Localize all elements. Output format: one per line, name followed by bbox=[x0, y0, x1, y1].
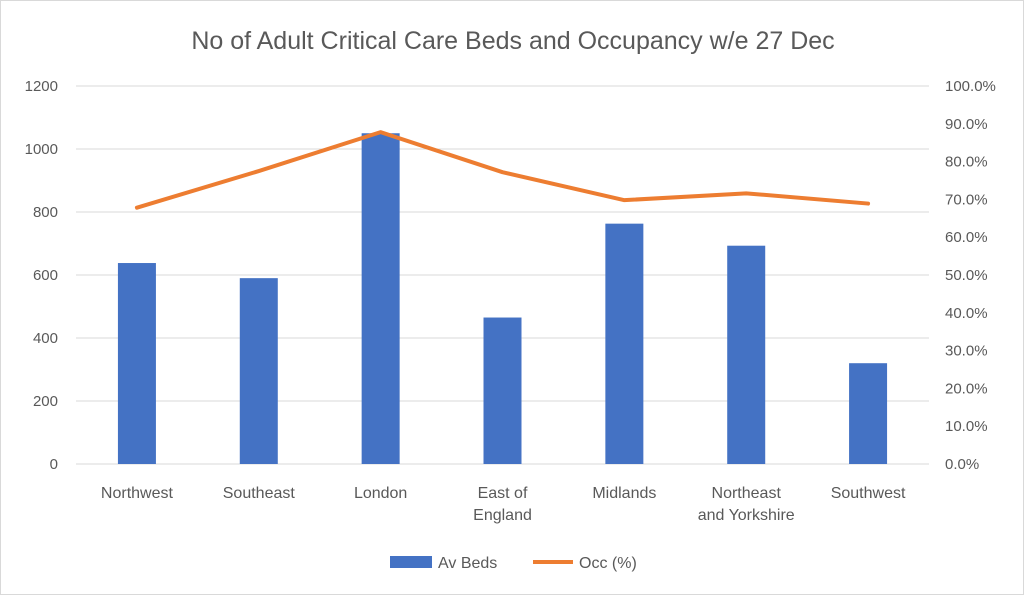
left-axis-labels: 0 200 400 600 800 1000 1200 bbox=[25, 78, 58, 473]
bar bbox=[361, 133, 400, 464]
legend-label-line: Occ (%) bbox=[579, 555, 637, 572]
category-label: London bbox=[354, 485, 407, 502]
bar bbox=[117, 263, 156, 464]
category-axis-labels: Northwest Southeast London East of England Mi… bbox=[101, 485, 906, 524]
category-label: Southwest bbox=[831, 485, 906, 502]
occupancy-line bbox=[134, 130, 871, 210]
right-axis-tick-label: 50.0% bbox=[945, 267, 988, 284]
right-axis-tick-label: 40.0% bbox=[945, 305, 988, 322]
right-axis-tick-label: 30.0% bbox=[945, 343, 988, 360]
right-axis-tick-label: 60.0% bbox=[945, 229, 988, 246]
bar bbox=[483, 317, 522, 464]
bar-series bbox=[117, 133, 888, 464]
category-label: East of England bbox=[473, 485, 532, 524]
right-axis-tick-label: 70.0% bbox=[945, 191, 988, 208]
right-axis-labels: 0.0% 10.0% 20.0% 30.0% 40.0% 50.0% 60.0% 70.0% 8… bbox=[945, 78, 996, 473]
category-label: Southeast bbox=[223, 485, 296, 502]
right-axis-tick-label: 20.0% bbox=[945, 380, 988, 397]
right-axis-tick-label: 10.0% bbox=[945, 418, 988, 435]
bar bbox=[849, 363, 888, 464]
bar bbox=[239, 278, 278, 464]
right-axis-tick-label: 90.0% bbox=[945, 116, 988, 133]
legend-swatch-bars bbox=[390, 556, 432, 568]
right-axis-tick-label: 80.0% bbox=[945, 154, 988, 171]
line-series bbox=[134, 130, 871, 210]
legend: Av Beds Occ (%) bbox=[390, 555, 637, 572]
left-axis-tick-label: 400 bbox=[33, 330, 58, 347]
right-axis-tick-label: 100.0% bbox=[945, 78, 996, 95]
chart-title: No of Adult Critical Care Beds and Occup… bbox=[191, 27, 834, 55]
bar bbox=[727, 245, 766, 464]
category-label: Midlands bbox=[592, 485, 656, 502]
left-axis-tick-label: 1000 bbox=[25, 141, 58, 158]
left-axis-tick-label: 600 bbox=[33, 267, 58, 284]
left-axis-tick-label: 0 bbox=[50, 456, 58, 473]
category-label: Northwest bbox=[101, 485, 174, 502]
right-axis-tick-label: 0.0% bbox=[945, 456, 979, 473]
left-axis-tick-label: 1200 bbox=[25, 78, 58, 95]
bar bbox=[605, 223, 644, 464]
left-axis-tick-label: 200 bbox=[33, 393, 58, 410]
category-label: Northeast and Yorkshire bbox=[698, 485, 795, 524]
legend-label-bars: Av Beds bbox=[438, 555, 497, 572]
left-axis-tick-label: 800 bbox=[33, 204, 58, 221]
